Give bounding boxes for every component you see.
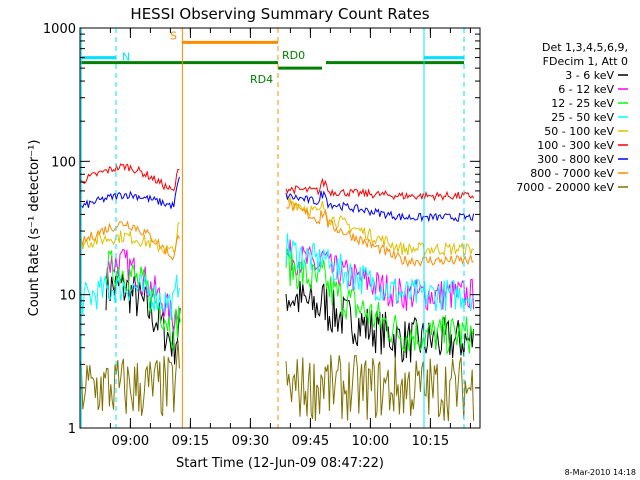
legend-entry-label: 300 - 800 keV bbox=[537, 153, 614, 166]
series-line-7000-20000-kev bbox=[285, 354, 475, 422]
plot-frame bbox=[79, 27, 481, 429]
legend-entry-label: 25 - 50 keV bbox=[551, 111, 614, 124]
footer-date: 8-Mar-2010 14:18 bbox=[565, 468, 636, 477]
x-tick-label: 10:15 bbox=[412, 434, 449, 449]
series-line-7000-20000-kev bbox=[79, 340, 180, 417]
axis-layer: 1 10 100 1000 09:00 09:15 09:30 09:45 10:00 10:15 bbox=[43, 22, 480, 449]
flag-label-rd0: RD0 bbox=[282, 49, 305, 62]
x-tick-label: 09:45 bbox=[292, 434, 329, 449]
flag-label-rd4: RD4 bbox=[250, 73, 273, 86]
series-line-25-50-kev bbox=[79, 273, 180, 320]
series-line-12-25-kev bbox=[285, 247, 475, 356]
y-axis-label: Count Rate (s⁻¹ detector⁻¹) bbox=[27, 140, 42, 317]
series-layer bbox=[79, 163, 475, 422]
series-line-50-100-kev bbox=[79, 221, 180, 255]
x-axis-label: Start Time (12-Jun-09 08:47:22) bbox=[176, 456, 384, 471]
series-line-800-7000-kev bbox=[285, 200, 474, 268]
legend-entry-label: 3 - 6 keV bbox=[565, 69, 614, 82]
legend-entry-label: 50 - 100 keV bbox=[544, 125, 614, 138]
legend-entry-label: 800 - 7000 keV bbox=[530, 167, 614, 180]
legend-entry-label: 12 - 25 keV bbox=[551, 97, 614, 110]
series-line-50-100-kev bbox=[285, 194, 474, 257]
series-line-3-6-kev bbox=[285, 281, 475, 363]
flag-layer: N S RD4 RD0 bbox=[80, 28, 465, 428]
legend: Det 1,3,4,5,6,9,FDecim 1, Att 03 - 6 keV… bbox=[516, 41, 628, 194]
y-tick-label: 1000 bbox=[43, 22, 76, 37]
series-line-300-800-kev bbox=[79, 176, 180, 209]
series-line-100-300-kev bbox=[79, 163, 180, 192]
legend-header-line: FDecim 1, Att 0 bbox=[543, 55, 628, 68]
legend-entry-label: 6 - 12 keV bbox=[558, 83, 614, 96]
legend-entry-label: 7000 - 20000 keV bbox=[516, 181, 614, 194]
series-line-300-800-kev bbox=[285, 190, 475, 223]
series-line-3-6-kev bbox=[105, 267, 181, 365]
y-tick-label: 1 bbox=[68, 422, 76, 437]
series-line-12-25-kev bbox=[105, 250, 181, 351]
x-tick-label: 09:00 bbox=[112, 434, 149, 449]
legend-header-line: Det 1,3,4,5,6,9, bbox=[542, 41, 628, 54]
y-tick-label: 100 bbox=[51, 155, 76, 170]
x-tick-label: 10:00 bbox=[352, 434, 389, 449]
x-tick-label: 09:30 bbox=[232, 434, 269, 449]
chart-title: HESSI Observing Summary Count Rates bbox=[130, 5, 429, 23]
legend-entry-label: 100 - 300 keV bbox=[537, 139, 614, 152]
x-tick-label: 09:15 bbox=[172, 434, 209, 449]
flag-label-s: S bbox=[170, 29, 177, 42]
series-line-25-50-kev bbox=[285, 233, 474, 312]
flag-label-n: N bbox=[122, 51, 130, 64]
series-line-100-300-kev bbox=[285, 177, 475, 202]
series-line-800-7000-kev bbox=[79, 220, 180, 261]
y-tick-label: 10 bbox=[59, 289, 76, 304]
